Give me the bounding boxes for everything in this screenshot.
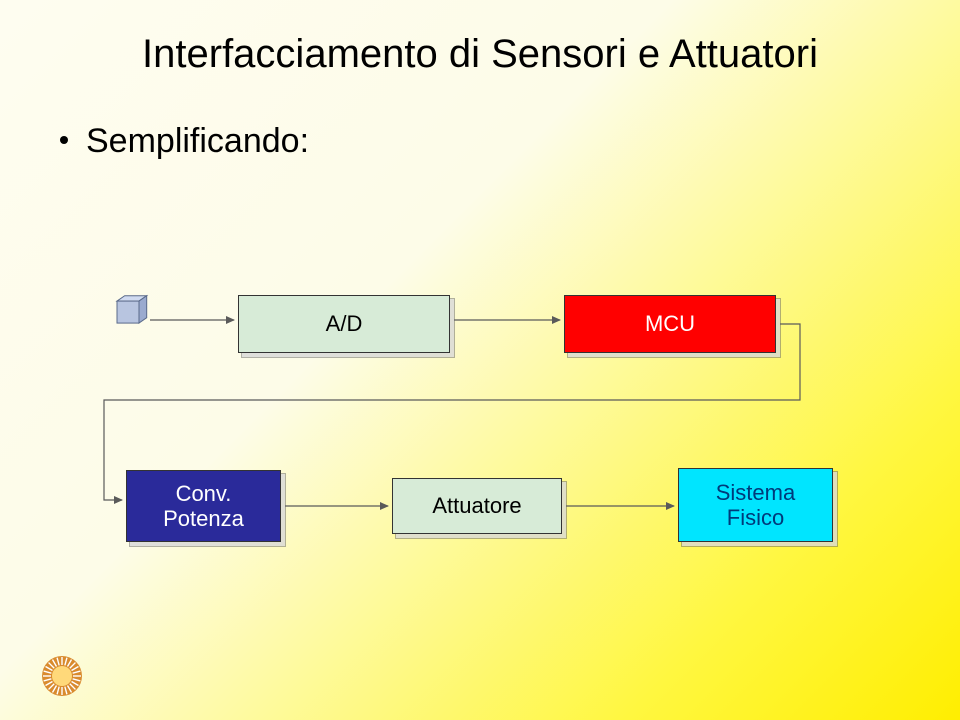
bullet-text: Semplificando:	[86, 122, 309, 160]
box-mcu-label: MCU	[645, 311, 695, 336]
box-attuat-label: Attuatore	[432, 493, 521, 518]
bullet-dot	[60, 136, 68, 144]
bullet-item: Semplificando:	[60, 122, 309, 161]
page-title: Interfacciamento di Sensori e Attuatori	[0, 32, 960, 77]
box-conv: Conv.Potenza	[126, 470, 281, 542]
box-conv-label: Conv.	[176, 481, 232, 506]
box-sistema: SistemaFisico	[678, 468, 833, 542]
sensor-cube-icon	[117, 296, 147, 323]
box-mcu: MCU	[564, 295, 776, 353]
box-attuat: Attuatore	[392, 478, 562, 534]
sun-logo	[40, 654, 84, 698]
box-ad: A/D	[238, 295, 450, 353]
box-ad-label: A/D	[326, 311, 363, 336]
box-sistema-label: Sistema	[716, 480, 795, 505]
box-sistema-label: Fisico	[727, 505, 784, 530]
box-conv-label: Potenza	[163, 506, 244, 531]
diagram-svg	[0, 0, 960, 720]
